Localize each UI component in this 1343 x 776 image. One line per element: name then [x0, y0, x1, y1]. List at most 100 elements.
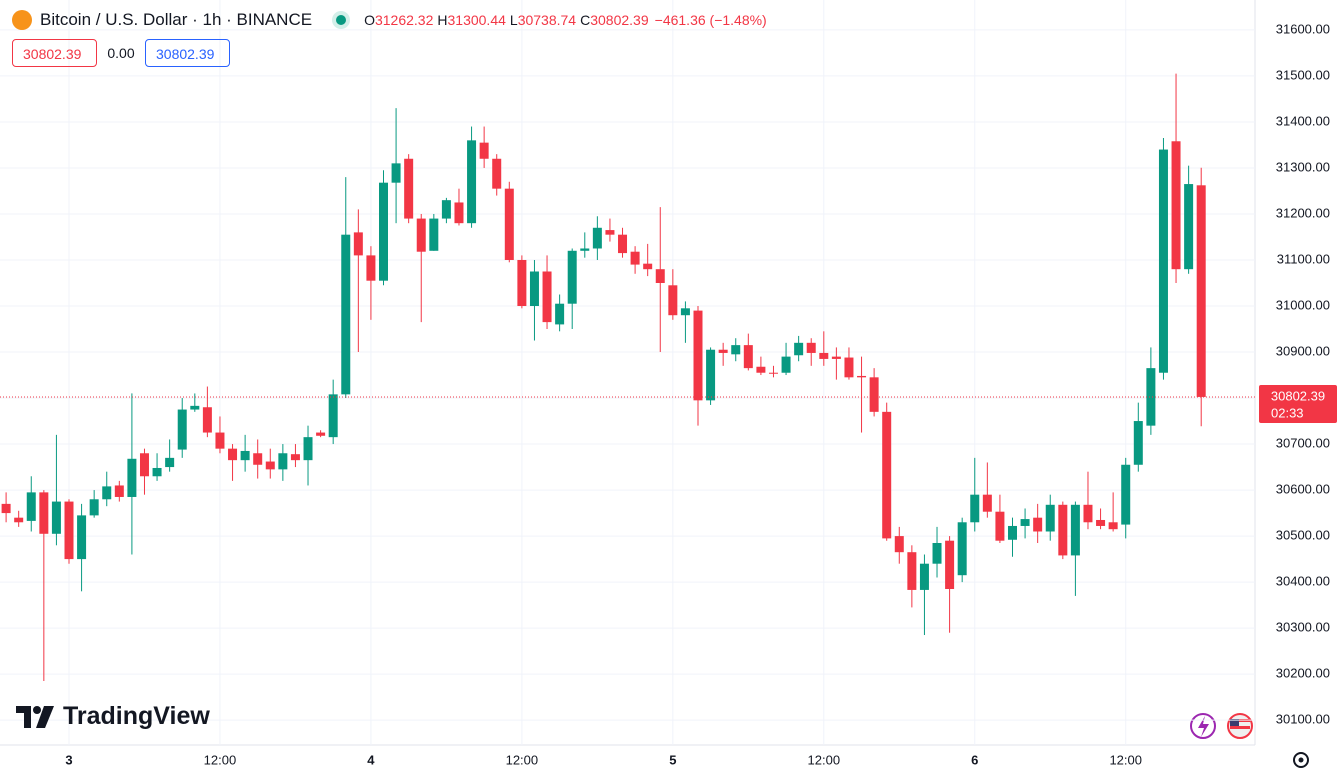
- ohlc-value: 30802.39: [590, 12, 649, 28]
- candle-body: [1045, 504, 1055, 532]
- candle-body: [555, 303, 565, 325]
- candle-body: [177, 409, 187, 450]
- candle-body: [907, 552, 917, 590]
- x-tick-label: 4: [367, 752, 375, 767]
- sell-button[interactable]: 30802.39: [12, 39, 97, 67]
- candle-body: [957, 522, 967, 576]
- candle-body: [454, 202, 464, 224]
- candle-body: [1083, 504, 1093, 523]
- last-price-label: 30802.39: [1271, 388, 1325, 403]
- candle-body: [303, 437, 313, 461]
- candle-body: [290, 454, 300, 461]
- candle-body: [831, 356, 841, 359]
- ohlc-label: H: [437, 12, 448, 28]
- candle-body: [1033, 517, 1043, 532]
- candle-body: [643, 263, 653, 270]
- candle-body: [1058, 504, 1068, 556]
- candle-body: [1121, 464, 1131, 525]
- candle-body: [353, 232, 363, 256]
- candle-body: [919, 563, 929, 590]
- candle-body: [668, 285, 678, 316]
- candle-body: [706, 349, 716, 401]
- candle-body: [26, 492, 36, 521]
- grid: [0, 0, 1255, 745]
- candle-body: [630, 251, 640, 265]
- brand-shape: [33, 705, 41, 714]
- candle-body: [127, 458, 137, 497]
- y-tick-label: 30500.00: [1276, 528, 1330, 543]
- candle-body: [844, 357, 854, 378]
- x-tick-label: 12:00: [204, 752, 237, 767]
- candle-body: [479, 142, 489, 159]
- candle-body: [592, 227, 602, 249]
- candle-body: [152, 467, 162, 477]
- countdown: 02:33: [1271, 405, 1304, 420]
- candle-body: [51, 501, 61, 534]
- y-tick-label: 31400.00: [1276, 113, 1330, 128]
- ohlc-open: O31262.32: [364, 12, 433, 28]
- y-tick-label: 31500.00: [1276, 67, 1330, 82]
- buy-button[interactable]: 30802.39: [145, 39, 230, 67]
- candle-body: [64, 501, 74, 560]
- candle-body: [529, 271, 539, 307]
- candle-body: [1008, 525, 1017, 540]
- candle-body: [316, 432, 326, 436]
- candle-body: [768, 372, 778, 374]
- ohlc-low: L30738.74: [510, 12, 576, 28]
- candle-body: [215, 432, 225, 449]
- price-change: −461.36 (−1.48%): [654, 12, 767, 28]
- x-tick-label: 12:00: [506, 752, 539, 767]
- symbol-title[interactable]: Bitcoin / U.S. Dollar · 1h · BINANCE: [40, 10, 313, 29]
- candle-body: [504, 188, 514, 260]
- candle-body: [39, 492, 49, 534]
- brand-logo[interactable]: TradingView: [16, 702, 210, 731]
- brand-shape: [36, 705, 54, 728]
- candle-body: [982, 494, 992, 512]
- candle-body: [680, 308, 690, 316]
- candle-body: [1146, 368, 1156, 426]
- candle-body: [492, 158, 502, 189]
- candle-body: [542, 271, 552, 323]
- candle-body: [618, 234, 628, 254]
- candle-body: [366, 255, 376, 281]
- brand-shape: [16, 705, 31, 728]
- y-tick-label: 30400.00: [1276, 574, 1330, 589]
- candle-body: [932, 542, 942, 564]
- bitcoin-icon: [12, 10, 32, 30]
- ohlc-value: 31300.44: [447, 12, 506, 28]
- candle-body: [441, 200, 451, 219]
- candle-body: [655, 269, 665, 283]
- lightning-glyph: [1198, 716, 1209, 737]
- ohlc-label: C: [580, 12, 591, 28]
- candle-body: [404, 158, 414, 219]
- ohlc-close: C30802.39: [580, 12, 649, 28]
- y-tick-label: 31300.00: [1276, 159, 1330, 174]
- candle-body: [77, 515, 87, 560]
- candle-body: [731, 345, 741, 355]
- spread: 0.00: [107, 45, 135, 61]
- candle-body: [869, 377, 879, 412]
- candle-body: [794, 342, 804, 356]
- brand-name: TradingView: [63, 702, 210, 730]
- candle-body: [1096, 519, 1106, 526]
- x-tick-label: 3: [65, 752, 72, 767]
- settings-center: [1298, 757, 1304, 763]
- candle-body: [567, 250, 577, 304]
- x-tick-label: 6: [971, 752, 978, 767]
- y-tick-label: 30600.00: [1276, 482, 1330, 497]
- lightning-icon[interactable]: [1190, 713, 1216, 739]
- x-tick-label: 12:00: [1109, 752, 1142, 767]
- candle-body: [894, 536, 904, 553]
- candle-body: [114, 485, 124, 497]
- y-tick-label: 30300.00: [1276, 620, 1330, 635]
- settings-icon[interactable]: [1293, 752, 1309, 768]
- y-tick-label: 30100.00: [1276, 712, 1330, 727]
- candle-body: [240, 450, 250, 461]
- candle-body: [580, 248, 590, 251]
- candle-body: [429, 218, 439, 251]
- y-tick-label: 31200.00: [1276, 205, 1330, 220]
- x-tick-label: 12:00: [808, 752, 841, 767]
- candle-body: [467, 140, 477, 224]
- y-tick-label: 30700.00: [1276, 435, 1330, 450]
